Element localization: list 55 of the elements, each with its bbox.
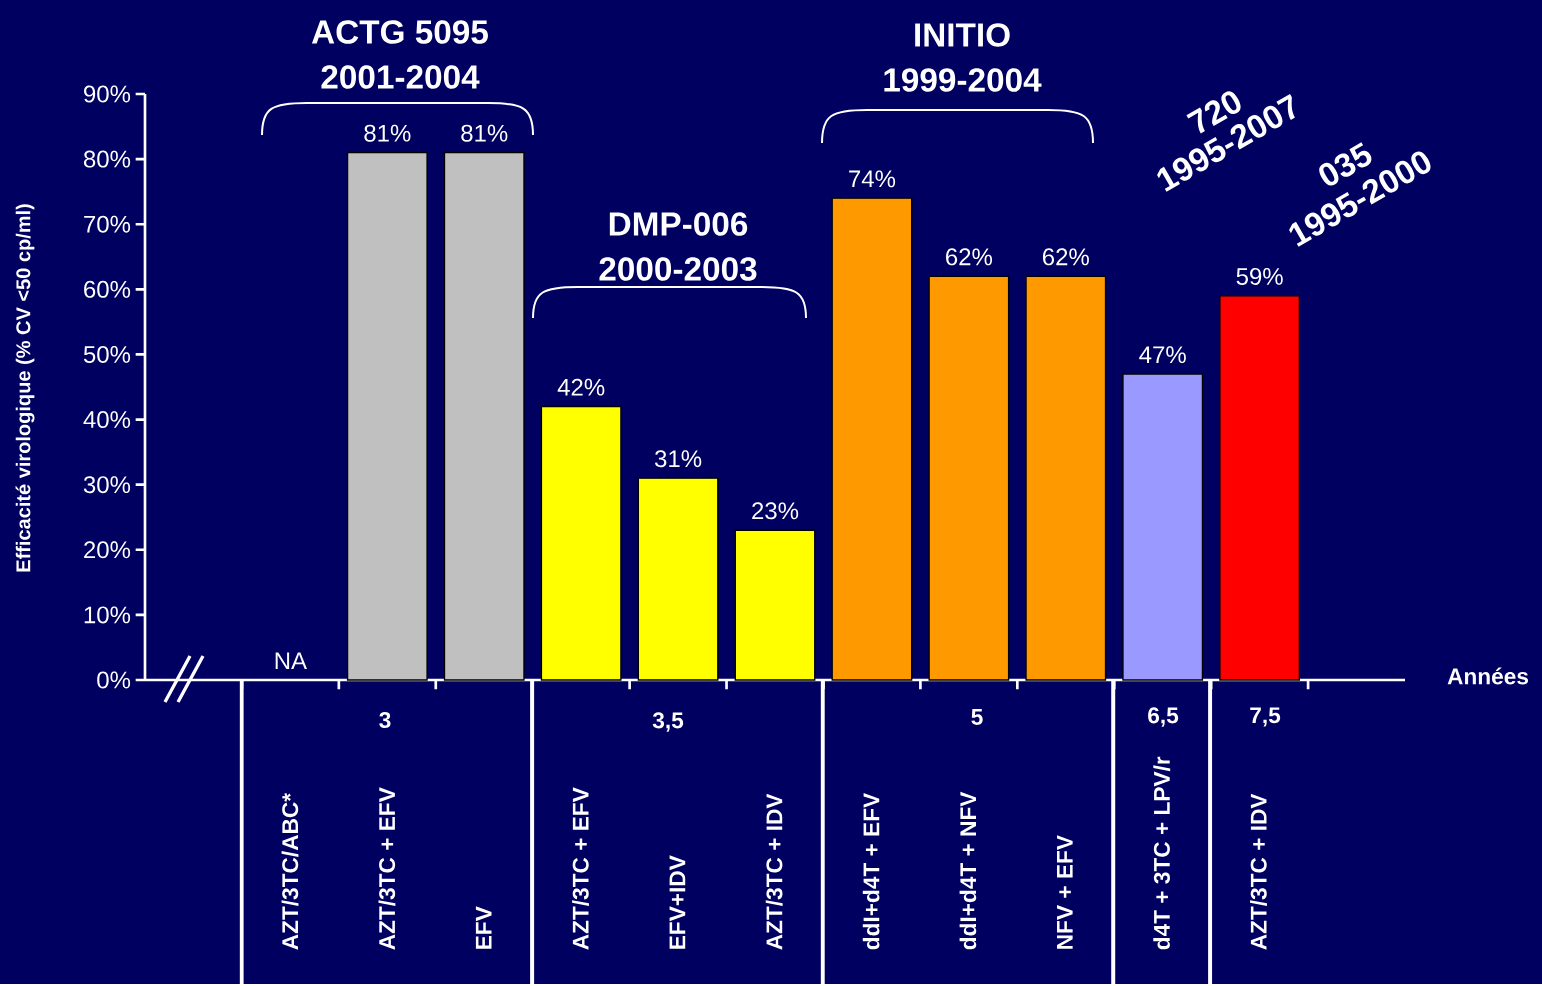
- data-label: 62%: [1042, 248, 1089, 266]
- y-tick-label: 20%: [84, 541, 131, 559]
- bar: [928, 275, 1010, 681]
- y-tick-label: 90%: [84, 85, 131, 103]
- text: INITIO: [915, 23, 1010, 47]
- text: 7,5: [1250, 707, 1281, 727]
- text: 2001-2004: [321, 65, 480, 89]
- bar: [1122, 373, 1204, 681]
- x-tick-label: NFV + EFV: [1057, 835, 1073, 949]
- data-label: 81%: [364, 124, 411, 142]
- y-tick-label: 30%: [83, 476, 131, 494]
- bar: [540, 405, 622, 681]
- y-tick-label: 80%: [83, 150, 131, 168]
- bar: [734, 529, 816, 681]
- annotation: DMP-006: [609, 212, 748, 236]
- x-tick-label: AZT/3TC + EFV: [572, 787, 589, 950]
- data-label: 81%: [461, 124, 508, 142]
- y-tick-label: 50%: [83, 345, 131, 363]
- bar: [346, 151, 428, 681]
- x-tick-label: AZT/3TC/ABC*: [281, 792, 299, 950]
- text: ACTG 5095: [311, 20, 488, 44]
- x-tick-label: EFV: [475, 906, 492, 949]
- data-label: 62%: [946, 248, 993, 266]
- x-tick-label: ddI+d4T + NFV: [959, 791, 977, 950]
- data-label: 31%: [654, 450, 702, 468]
- bar: [637, 477, 719, 681]
- y-tick-label: 60%: [84, 280, 131, 298]
- text: 1999-2004: [884, 68, 1042, 92]
- data-label: 59%: [1236, 267, 1283, 285]
- bar: [443, 151, 525, 681]
- x-tick-label: AZT/3TC + IDV: [765, 793, 783, 950]
- y-axis-title: Efficacité virologique (% CV <50 cp/ml): [15, 204, 35, 572]
- bar: [1025, 275, 1107, 681]
- data-label: 23%: [752, 502, 799, 520]
- y-tick-label: 0%: [97, 671, 131, 689]
- text: 3,5: [652, 712, 684, 732]
- text: NA: [275, 652, 307, 670]
- data-label: 47%: [1139, 346, 1186, 364]
- bar: [831, 197, 913, 681]
- text: Années: [1447, 667, 1529, 685]
- text: 5: [971, 709, 983, 725]
- x-tick-label: ddI+d4T + EFV: [862, 792, 880, 950]
- x-tick-label: d4T + 3TC + LPV/r: [1153, 756, 1171, 950]
- annotation: 2000-2003: [599, 257, 757, 281]
- bar: [1219, 295, 1301, 681]
- x-tick-label: AZT/3TC + EFV: [378, 787, 396, 950]
- x-tick-label: EFV+IDV: [669, 855, 686, 949]
- data-label: 42%: [557, 378, 605, 396]
- text: 3: [379, 711, 391, 729]
- y-tick-label: 10%: [84, 606, 131, 624]
- text: 6,5: [1148, 707, 1179, 727]
- data-label: 74%: [849, 170, 896, 188]
- y-tick-label: 40%: [83, 411, 131, 429]
- y-tick-label: 70%: [84, 215, 131, 233]
- x-tick-label: AZT/3TC + IDV: [1250, 793, 1267, 950]
